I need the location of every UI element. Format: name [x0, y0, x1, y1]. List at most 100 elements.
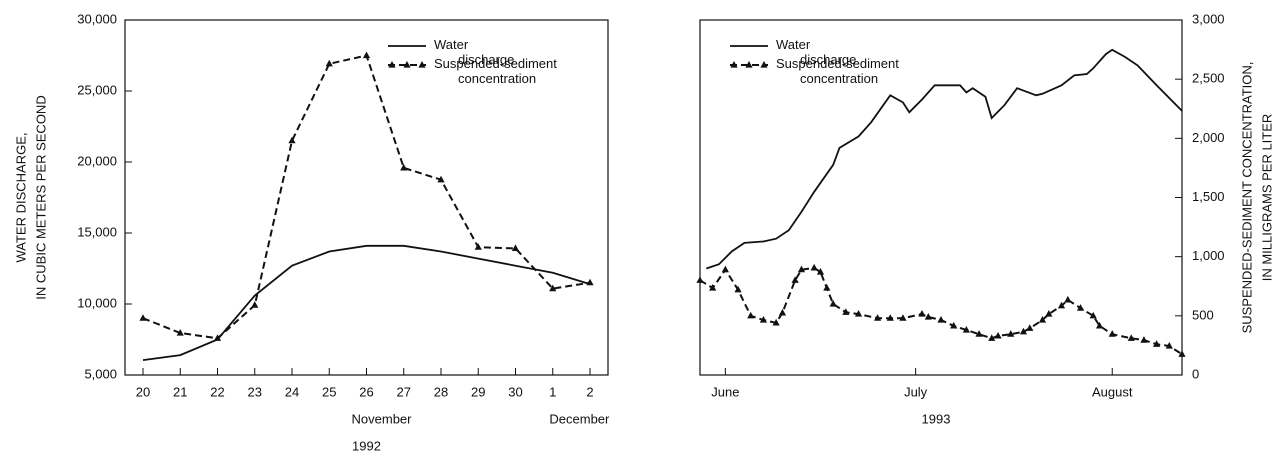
point-marker: [213, 334, 222, 341]
point-marker: [1045, 310, 1053, 317]
point-marker: [778, 308, 787, 316]
point-marker: [474, 243, 482, 250]
x-tick-label: 23: [248, 384, 262, 399]
x-tick-label: 24: [285, 384, 299, 399]
x-tick-label: 30: [508, 384, 522, 399]
legend-label: Suspended-sediment concentration: [776, 56, 899, 86]
y2-tick-label: 2,500: [1192, 71, 1225, 86]
legend-label: Water discharge: [776, 37, 856, 67]
point-marker: [994, 331, 1002, 339]
series-line: [142, 54, 591, 340]
point-marker: [829, 300, 837, 307]
x-tick-label: 26: [359, 384, 373, 399]
point-marker: [772, 318, 780, 326]
y-axis-title: IN CUBIC METERS PER SECOND: [33, 95, 48, 299]
y-tick-label: 25,000: [77, 82, 117, 97]
point-marker: [288, 136, 296, 144]
legend-marker: [745, 61, 753, 68]
point-marker: [362, 51, 371, 59]
x-axis-title: 1993: [922, 411, 951, 426]
point-marker: [1019, 327, 1028, 335]
point-marker: [823, 284, 831, 291]
point-marker: [899, 314, 907, 321]
y-tick-label: 30,000: [77, 11, 117, 26]
point-marker: [1026, 324, 1034, 331]
y2-tick-label: 3,000: [1192, 11, 1225, 26]
point-marker: [325, 59, 333, 67]
point-marker: [1038, 315, 1047, 323]
point-marker: [586, 278, 594, 286]
x-tick-label: August: [1092, 384, 1133, 399]
legend-marker: [730, 61, 738, 68]
point-marker: [797, 265, 806, 273]
x-tick-label: 20: [136, 384, 150, 399]
series-line: [142, 244, 591, 361]
legend-label: Water discharge: [434, 37, 514, 67]
point-marker: [988, 334, 996, 341]
point-marker: [962, 326, 970, 333]
point-marker: [918, 310, 926, 317]
point-marker: [696, 276, 704, 283]
y2-axis-title: SUSPENDED-SEDIMENT CONCENTRATION,: [1239, 62, 1254, 334]
x-group-label: December: [549, 411, 610, 426]
y2-tick-label: 1,000: [1192, 248, 1225, 263]
point-marker: [854, 310, 863, 317]
x-tick-label: 29: [471, 384, 485, 399]
point-marker: [251, 301, 259, 308]
y2-tick-label: 2,000: [1192, 130, 1225, 145]
point-marker: [1165, 342, 1173, 349]
legend-marker: [403, 61, 411, 68]
point-marker: [1089, 311, 1097, 319]
y-axis-title: WATER DISCHARGE,: [13, 132, 28, 262]
point-marker: [886, 314, 894, 321]
point-marker: [975, 330, 983, 337]
x-tick-label: 21: [173, 384, 187, 399]
y2-tick-label: 0: [1192, 366, 1199, 381]
point-marker: [1095, 321, 1104, 329]
point-marker: [937, 315, 945, 323]
y2-tick-label: 1,500: [1192, 189, 1225, 204]
point-marker: [400, 163, 408, 171]
legend-marker: [760, 61, 768, 68]
point-marker: [1064, 295, 1072, 303]
point-marker: [734, 285, 742, 293]
x-tick-label: 25: [322, 384, 336, 399]
point-marker: [791, 276, 799, 283]
series-line: [699, 266, 1183, 356]
y2-axis-title: IN MILLIGRAMS PER LITER: [1259, 114, 1274, 282]
point-marker: [139, 314, 147, 321]
x-tick-label: 28: [434, 384, 448, 399]
x-group-label: November: [352, 411, 413, 426]
point-marker: [1178, 350, 1186, 357]
y-tick-label: 15,000: [77, 224, 117, 239]
y2-tick-label: 500: [1192, 307, 1214, 322]
point-marker: [1057, 301, 1066, 309]
x-tick-label: July: [904, 384, 928, 399]
point-marker: [1140, 336, 1148, 343]
point-marker: [176, 328, 184, 336]
x-axis-title: 1992: [352, 438, 381, 453]
point-marker: [810, 263, 818, 271]
point-marker: [721, 265, 729, 273]
series-line: [706, 48, 1183, 270]
x-tick-label: 1: [549, 384, 556, 399]
legend-marker: [388, 61, 396, 68]
point-marker: [1007, 330, 1015, 337]
point-marker: [511, 244, 520, 251]
point-marker: [1127, 334, 1135, 341]
point-marker: [873, 314, 882, 321]
point-marker: [924, 313, 932, 320]
point-marker: [950, 321, 958, 329]
point-marker: [1076, 304, 1085, 311]
y-tick-label: 5,000: [84, 366, 117, 381]
point-marker: [816, 268, 825, 275]
point-marker: [437, 175, 445, 183]
point-marker: [709, 284, 717, 291]
legend-marker: [418, 61, 426, 68]
point-marker: [1108, 330, 1116, 337]
point-marker: [1153, 340, 1161, 347]
y-tick-label: 10,000: [77, 295, 117, 310]
point-marker: [759, 315, 768, 323]
